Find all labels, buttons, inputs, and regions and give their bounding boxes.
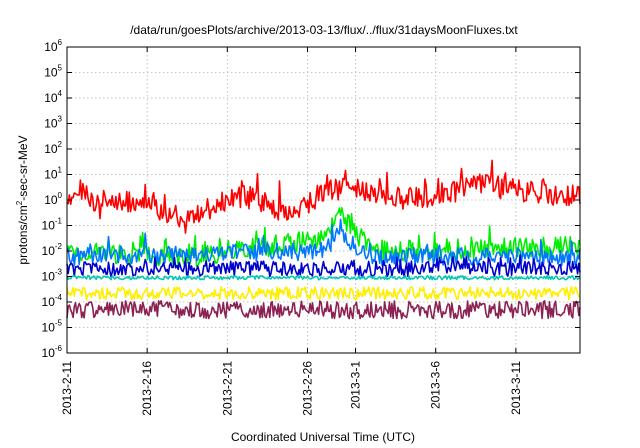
y-tick-label: 106 [44,38,62,54]
y-tick-label: 10-5 [42,319,63,335]
y-axis-label: protons/cm2-sec-sr-MeV [15,135,30,264]
y-tick-label: 103 [44,115,62,131]
x-tick-label: 2013-3-1 [349,361,363,409]
series-line [66,207,581,268]
x-tick-label: 2013-3-6 [429,361,443,409]
series-line [66,299,581,320]
x-axis: 2013-2-11 2013-2-16 2013-2-21 2013-2-26 2013… [60,47,523,416]
x-tick-label: 2013-2-21 [220,361,234,416]
series-line [66,286,581,301]
x-tick-label: 2013-2-11 [60,361,74,415]
y-tick-label: 10-1 [42,217,63,233]
y-axis: 10-6 10-5 10-4 10-3 10-2 10-1 100 101 102 103 104 1… [42,38,580,360]
y-tick-label: 10-6 [42,344,63,360]
x-tick-label: 2013-3-11 [509,361,523,415]
y-tick-label: 10-2 [42,242,63,258]
y-tick-label: 100 [44,191,62,207]
y-tick-label: 10-4 [42,293,63,309]
series-line [66,159,581,234]
y-tick-label: 102 [44,140,62,156]
x-tick-label: 2013-2-16 [140,361,154,416]
x-tick-label: 2013-2-26 [300,361,314,416]
y-tick-label: 104 [44,89,62,105]
y-tick-label: 10-3 [42,268,63,284]
series-line [66,218,581,267]
x-axis-label: Coordinated Universal Time (UTC) [231,430,415,444]
series-line [66,274,581,281]
chart-title: /data/run/goesPlots/archive/2013-03-13/f… [130,23,518,37]
y-tick-label: 101 [44,166,62,182]
y-tick-label: 105 [44,64,62,80]
series-layer [66,159,581,320]
series-line [66,254,581,278]
